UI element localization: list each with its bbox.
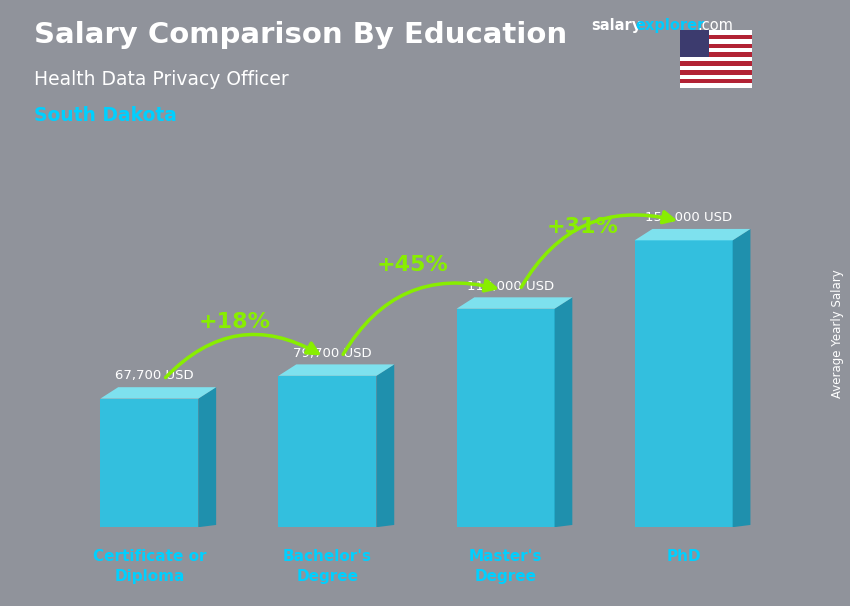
Polygon shape [733, 229, 751, 527]
Text: 151,000 USD: 151,000 USD [645, 211, 733, 224]
Polygon shape [279, 376, 377, 527]
Bar [680, 48, 752, 53]
Bar [680, 75, 752, 79]
Text: 67,700 USD: 67,700 USD [116, 370, 194, 382]
Bar [680, 57, 752, 61]
Polygon shape [198, 387, 216, 527]
Polygon shape [100, 387, 216, 399]
Polygon shape [554, 298, 572, 527]
Text: 115,000 USD: 115,000 USD [468, 279, 554, 293]
Text: explorer: explorer [636, 18, 705, 33]
Polygon shape [456, 308, 554, 527]
Text: +45%: +45% [377, 255, 449, 275]
Text: South Dakota: South Dakota [34, 106, 177, 125]
Polygon shape [377, 364, 394, 527]
Polygon shape [635, 229, 751, 241]
Text: Health Data Privacy Officer: Health Data Privacy Officer [34, 70, 289, 88]
Polygon shape [635, 241, 733, 527]
Bar [680, 30, 709, 57]
Bar [680, 30, 752, 35]
Text: +18%: +18% [199, 312, 271, 332]
Text: Salary Comparison By Education: Salary Comparison By Education [34, 21, 567, 49]
Polygon shape [100, 399, 198, 527]
Text: 79,700 USD: 79,700 USD [293, 347, 372, 359]
Text: .com: .com [697, 18, 733, 33]
Text: Average Yearly Salary: Average Yearly Salary [831, 269, 844, 398]
Polygon shape [279, 364, 394, 376]
Text: +31%: +31% [547, 217, 618, 237]
Polygon shape [456, 298, 572, 308]
Bar [680, 39, 752, 44]
Text: salary: salary [591, 18, 641, 33]
Bar [680, 84, 752, 88]
Bar [680, 65, 752, 70]
